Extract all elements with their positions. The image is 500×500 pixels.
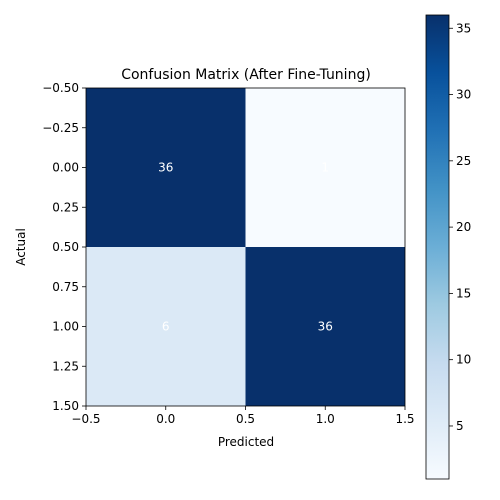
y-tick-label: 1.50 [52, 399, 79, 413]
x-tick-label: 0.5 [236, 412, 255, 426]
y-axis-label: Actual [14, 228, 28, 266]
y-tick-label: −0.25 [42, 121, 79, 135]
cell-value-label: 1 [321, 161, 329, 175]
x-tick-label: 1.0 [316, 412, 335, 426]
y-tick-label: 1.25 [52, 359, 79, 373]
heatmap-cell [245, 88, 405, 247]
y-tick-label: −0.50 [42, 81, 79, 95]
x-axis-ticks: −0.5 0.0 0.5 1.0 1.5 [71, 406, 415, 426]
colorbar-tick-label: 5 [456, 419, 464, 433]
colorbar-tick-label: 35 [456, 21, 471, 35]
y-tick-label: 0.50 [52, 240, 79, 254]
cell-value-label: 36 [158, 161, 173, 175]
colorbar-ticks: 5 10 15 20 25 30 35 [449, 21, 471, 433]
cell-value-label: 36 [318, 320, 333, 334]
heatmap-cell [86, 247, 246, 406]
heatmap-cell-labels: 36 1 6 36 [158, 161, 333, 334]
y-tick-label: 0.25 [52, 200, 79, 214]
colorbar-tick-label: 10 [456, 353, 471, 367]
y-tick-label: 0.75 [52, 280, 79, 294]
colorbar-tick-label: 30 [456, 88, 471, 102]
heatmap-cell [86, 88, 246, 247]
chart-title: Confusion Matrix (After Fine-Tuning) [121, 67, 371, 83]
cell-value-label: 6 [162, 320, 170, 334]
x-tick-label: 1.5 [395, 412, 414, 426]
y-tick-label: 1.00 [52, 320, 79, 334]
x-tick-label: −0.5 [71, 412, 100, 426]
y-tick-label: 0.00 [52, 161, 79, 175]
colorbar [425, 14, 450, 480]
x-tick-label: 0.0 [156, 412, 175, 426]
y-axis-ticks: −0.50 −0.25 0.00 0.25 0.50 0.75 1.00 1.25 1.50 [42, 81, 86, 413]
colorbar-tick-label: 20 [456, 220, 471, 234]
colorbar-tick-label: 25 [456, 154, 471, 168]
heatmap-cells [86, 88, 405, 406]
x-axis-label: Predicted [218, 435, 274, 449]
heatmap-cell [245, 247, 405, 406]
colorbar-tick-label: 15 [456, 286, 471, 300]
